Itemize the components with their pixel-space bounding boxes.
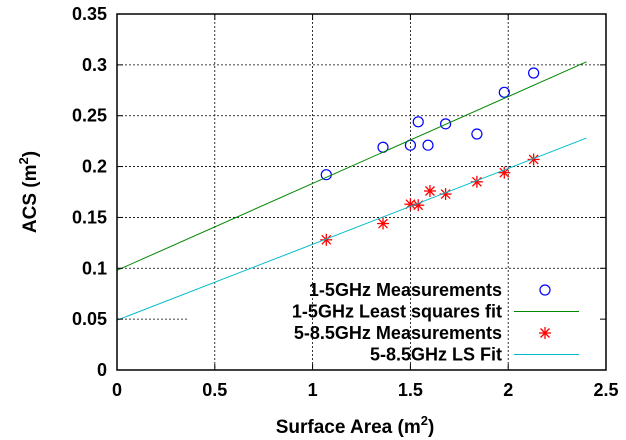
legend-label-0: 1-5GHz Measurements xyxy=(309,280,502,300)
x-tick-label: 1 xyxy=(308,380,318,400)
legend-swatch-2 xyxy=(539,327,551,339)
series-0-point xyxy=(498,86,510,98)
y-axis-label: ACS (m2) xyxy=(16,151,41,233)
grid xyxy=(117,14,606,370)
series-0-point xyxy=(471,128,483,140)
series-3-fit-line xyxy=(116,137,587,321)
legend-label-1: 1-5GHz Least squares fit xyxy=(292,302,502,322)
y-tick-label: 0.3 xyxy=(82,55,107,75)
x-tick-label: 2.5 xyxy=(593,380,618,400)
ticks: 0 0.5 1 1.5 2 2.5 0 0.05 0.1 0.15 0.2 0.25 0.3 0.35 xyxy=(72,4,619,400)
x-axis-label: Surface Area (m2) xyxy=(276,413,435,438)
series-0-point xyxy=(422,139,434,151)
y-tick-label: 0.25 xyxy=(72,106,107,126)
series-0-point xyxy=(412,116,424,128)
y-tick-label: 0.05 xyxy=(72,309,107,329)
series-2-point xyxy=(527,153,540,166)
x-tick-label: 2 xyxy=(503,380,513,400)
series-0-point xyxy=(320,169,332,181)
legend-label-2: 5-8.5GHz Measurements xyxy=(294,323,502,343)
series-0-point xyxy=(440,118,452,130)
plot-area xyxy=(116,61,587,321)
y-tick-label: 0.2 xyxy=(82,157,107,177)
series-2-point xyxy=(470,175,483,188)
x-tick-label: 0.5 xyxy=(202,380,227,400)
y-tick-label: 0.35 xyxy=(72,4,107,24)
series-2-point xyxy=(498,166,511,179)
series-1-fit-line xyxy=(116,61,587,271)
series-2-point xyxy=(320,233,333,246)
y-tick-label: 0.15 xyxy=(72,207,107,227)
plot-frame xyxy=(116,13,607,371)
legend-label-3: 5-8.5GHz LS Fit xyxy=(370,345,502,365)
series-2-point xyxy=(377,217,390,230)
y-tick-label: 0 xyxy=(97,360,107,380)
series-2-point xyxy=(423,184,436,197)
x-tick-label: 0 xyxy=(112,380,122,400)
x-tick-label: 1.5 xyxy=(398,380,423,400)
series-0-point xyxy=(528,67,540,79)
legend-swatch-0 xyxy=(539,284,551,296)
y-tick-label: 0.1 xyxy=(82,258,107,278)
